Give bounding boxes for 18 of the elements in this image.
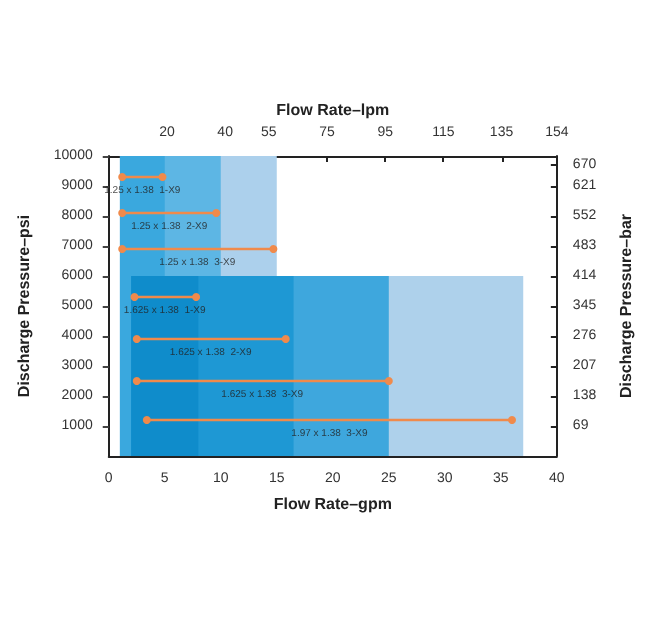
- point: [118, 209, 127, 217]
- y2-axis-title: Discharge Pressure–bar: [617, 213, 635, 399]
- point: [132, 335, 141, 343]
- point: [281, 335, 290, 343]
- point: [142, 416, 151, 424]
- point: [212, 209, 221, 217]
- point: [158, 173, 167, 181]
- point: [118, 173, 127, 181]
- x-axis-title: Flow Rate–gpm: [273, 495, 392, 513]
- point: [132, 377, 141, 385]
- point: [130, 293, 139, 301]
- point: [118, 245, 127, 253]
- point: [192, 293, 201, 301]
- point: [508, 416, 517, 424]
- y-axis-title: Discharge Pressure–psi: [15, 214, 33, 398]
- point: [384, 377, 393, 385]
- x2-axis-title: Flow Rate–lpm: [276, 101, 390, 119]
- point: [269, 245, 278, 253]
